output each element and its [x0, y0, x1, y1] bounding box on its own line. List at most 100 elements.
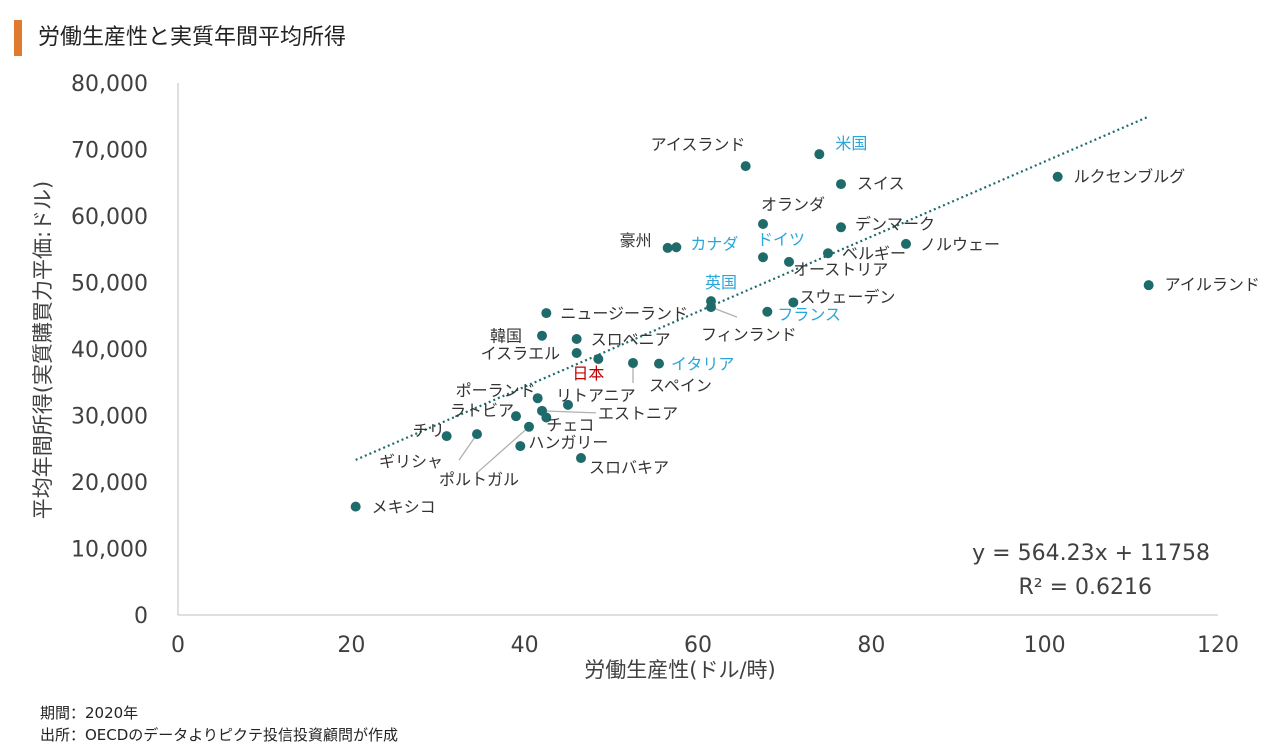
- footer-source: 出所：OECDのデータよりピクテ投信投資顧問が作成: [40, 726, 399, 744]
- data-point: [524, 421, 534, 432]
- data-label: アイルランド: [1165, 275, 1260, 294]
- data-point: [788, 297, 799, 308]
- data-label: デンマーク: [855, 214, 935, 233]
- scatter-chart: 0 10,000 20,000 30,000 40,000 50,000 60,000 70,…: [31, 72, 1260, 682]
- y-tick-label: 40,000: [71, 338, 148, 363]
- data-point: [662, 242, 673, 253]
- data-label: オランダ: [761, 195, 825, 214]
- data-point: [576, 453, 586, 464]
- data-label: イタリア: [671, 355, 734, 374]
- x-tick-label: 20: [337, 633, 365, 658]
- y-tick-label: 70,000: [71, 139, 148, 164]
- x-tick-label: 80: [857, 633, 885, 658]
- y-tick-labels: 0 10,000 20,000 30,000 40,000 50,000 60,000 70,…: [71, 72, 148, 629]
- data-label: ポルトガル: [439, 470, 519, 489]
- data-label: チリ: [413, 421, 445, 440]
- x-tick-labels: 0 20 40 60 80 100 120: [171, 633, 1239, 658]
- data-label: スロベニア: [591, 330, 671, 349]
- leader-line: [541, 410, 597, 414]
- data-label: ハンガリー: [528, 433, 608, 452]
- data-label: スペイン: [649, 376, 712, 395]
- data-point: [515, 441, 526, 452]
- data-label: 豪州: [620, 231, 652, 250]
- data-point: [628, 357, 638, 368]
- data-point: [758, 252, 768, 263]
- title-accent-bar: [14, 20, 22, 56]
- data-label: カナダ: [690, 234, 738, 253]
- leader-line: [458, 433, 478, 461]
- data-label: 米国: [835, 134, 867, 153]
- data-label: ニュージーランド: [560, 304, 688, 323]
- data-label: ドイツ: [757, 230, 805, 249]
- data-label: ギリシャ: [379, 452, 443, 471]
- data-point: [671, 242, 682, 253]
- y-tick-label: 20,000: [71, 471, 148, 496]
- trendline: [355, 115, 1150, 461]
- data-point: [537, 330, 547, 341]
- data-label: スロバキア: [589, 458, 669, 477]
- data-label: イスラエル: [481, 344, 561, 363]
- data-label: チェコ: [546, 415, 594, 434]
- data-label: ルクセンブルグ: [1074, 167, 1186, 186]
- x-axis-label: 労働生産性(ドル/時): [584, 658, 775, 682]
- chart-title: 労働生産性と実質年間平均所得: [38, 25, 347, 50]
- data-point: [1143, 280, 1154, 291]
- x-tick-label: 40: [511, 633, 539, 658]
- data-label: ノルウェー: [920, 235, 1000, 254]
- y-tick-label: 50,000: [71, 272, 148, 297]
- data-label: エストニア: [598, 404, 678, 423]
- data-point: [654, 358, 664, 369]
- data-label: フランス: [777, 305, 841, 324]
- data-point: [571, 334, 582, 345]
- x-tick-label: 100: [1024, 633, 1066, 658]
- data-point: [532, 393, 543, 404]
- y-tick-label: 30,000: [71, 405, 148, 430]
- data-label: リトアニア: [556, 386, 636, 405]
- y-tick-label: 10,000: [71, 538, 148, 563]
- leader-lines: [458, 306, 738, 474]
- data-point: [784, 256, 794, 267]
- data-point: [472, 429, 482, 440]
- data-label: 日本: [572, 364, 604, 383]
- data-point: [541, 412, 552, 423]
- x-tick-label: 120: [1197, 633, 1239, 658]
- data-point: [836, 179, 846, 190]
- data-label: ベルギー: [842, 244, 906, 263]
- trend-r-squared: R² = 0.6216: [1018, 575, 1152, 600]
- data-label: スウェーデン: [799, 287, 895, 306]
- data-point: [758, 218, 768, 229]
- y-tick-label: 60,000: [71, 205, 148, 230]
- data-point: [901, 238, 911, 249]
- data-point: [823, 248, 833, 259]
- data-point: [441, 431, 452, 442]
- data-label: 英国: [705, 273, 737, 292]
- data-labels: アイスランド 米国スイス ルクセンブルグオランダデンマーク豪州 カナダ ドイツベルギーノ…: [372, 134, 1260, 516]
- footer-period: 期間：2020年: [40, 704, 139, 722]
- data-point: [762, 306, 773, 317]
- data-label: 韓国: [490, 327, 522, 346]
- data-label: オーストリア: [793, 260, 888, 279]
- y-tick-label: 80,000: [71, 72, 148, 97]
- data-point: [1052, 171, 1063, 182]
- data-point: [571, 347, 582, 358]
- data-point: [706, 302, 716, 313]
- data-points: [350, 149, 1154, 512]
- data-point: [563, 399, 573, 410]
- data-point: [740, 161, 751, 172]
- data-label: アイスランド: [651, 135, 746, 154]
- y-axis-label: 平均年間所得(実質購買力平価:ドル): [31, 181, 55, 519]
- data-point: [541, 308, 552, 319]
- leader-line: [476, 426, 530, 474]
- trend-equation: y = 564.23x + 11758: [972, 541, 1210, 566]
- data-point: [814, 149, 825, 160]
- data-point: [350, 501, 361, 512]
- data-label: フィンランド: [701, 325, 797, 344]
- data-point: [511, 411, 521, 422]
- data-label: メキシコ: [372, 498, 436, 517]
- data-label: スイス: [857, 174, 905, 193]
- x-tick-label: 0: [171, 633, 185, 658]
- y-tick-label: 0: [134, 604, 148, 629]
- data-point: [836, 222, 846, 233]
- data-label: ラトビア: [450, 401, 514, 420]
- data-label: ポーランド: [456, 381, 536, 400]
